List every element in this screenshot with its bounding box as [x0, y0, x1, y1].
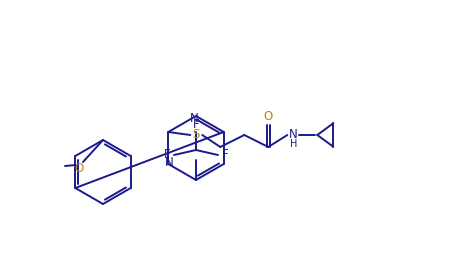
Text: N: N: [289, 128, 298, 142]
Text: O: O: [264, 110, 273, 123]
Text: S: S: [193, 128, 200, 142]
Text: F: F: [222, 148, 228, 161]
Text: N: N: [165, 156, 174, 169]
Text: H: H: [290, 139, 297, 149]
Text: F: F: [193, 118, 199, 131]
Text: F: F: [164, 148, 171, 161]
Text: N: N: [190, 111, 198, 124]
Text: O: O: [74, 161, 84, 174]
